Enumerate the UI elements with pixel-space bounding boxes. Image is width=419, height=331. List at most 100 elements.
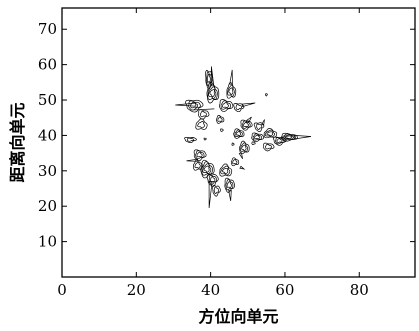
contour-line: [226, 181, 232, 188]
contour-lines: [175, 66, 312, 209]
contour-line: [213, 186, 219, 194]
contour-line: [293, 135, 312, 140]
contour-line: [266, 131, 273, 137]
contour-line: [241, 120, 251, 129]
contour-line: [196, 151, 203, 158]
y-tick-label: 60: [38, 56, 57, 74]
contour-line: [241, 102, 256, 108]
contour-line: [217, 116, 223, 122]
contour-line: [265, 93, 268, 97]
contour-line: [228, 87, 234, 96]
y-tick-label: 70: [38, 20, 57, 38]
contour-line: [220, 100, 231, 110]
y-tick-label: 20: [38, 197, 57, 215]
contour-line: [235, 131, 242, 136]
contour-line: [239, 165, 246, 170]
contour-line: [203, 137, 207, 141]
contour-line: [195, 118, 208, 130]
contour-line: [197, 121, 205, 129]
contour-line: [275, 137, 285, 145]
contour-line: [230, 157, 240, 167]
contour-line: [246, 116, 252, 123]
contour-line: [206, 71, 212, 87]
x-tick-label: 0: [57, 281, 67, 299]
contour-line: [220, 128, 224, 132]
contour-line: [207, 73, 211, 83]
contour-line: [241, 144, 247, 151]
contour-line: [206, 174, 219, 187]
contour-line: [253, 122, 265, 133]
contour-line: [229, 69, 233, 85]
contour-line: [220, 165, 231, 176]
contour-line: [208, 181, 213, 209]
contour-line: [190, 101, 198, 109]
contour-line: [207, 83, 218, 101]
contour-line: [234, 129, 243, 137]
contour-line: [252, 133, 262, 141]
y-tick-label: 10: [38, 233, 57, 251]
contour-line: [212, 185, 221, 197]
contour-line: [202, 163, 212, 174]
contour-line: [222, 167, 229, 174]
contour-line: [263, 142, 275, 152]
contour-line: [240, 142, 249, 152]
contour-line: [203, 165, 210, 173]
contour-line: [283, 134, 294, 140]
y-tick-label: 50: [38, 91, 57, 109]
contour-line: [193, 149, 207, 162]
contour-line: [240, 119, 253, 131]
contour-line: [276, 138, 283, 143]
axis-ticks: 0 20 40 60 80 10 20 30 40 50 60 70: [38, 8, 415, 299]
contour-line: [175, 102, 197, 107]
plot-frame: [61, 7, 416, 278]
contour-line: [222, 102, 229, 108]
contour-line: [216, 115, 225, 124]
contour-line: [233, 103, 245, 113]
contour-line: [210, 176, 216, 183]
contour-line: [224, 177, 235, 193]
contour-line: [193, 159, 203, 171]
contour-line: [186, 158, 199, 162]
contour-line: [256, 123, 263, 130]
y-axis-label: 距离向单元: [8, 102, 27, 182]
contour-line: [264, 129, 276, 138]
contour-line: [188, 100, 201, 111]
contour-line: [194, 161, 201, 169]
contour-line: [231, 142, 235, 146]
contour-line: [193, 108, 215, 111]
contour-line: [205, 69, 213, 90]
contour-line: [243, 122, 249, 128]
x-tick-label: 40: [201, 281, 220, 299]
contour-line: [227, 84, 235, 97]
contour-line: [184, 136, 197, 143]
contour-line: [200, 110, 207, 118]
contour-line: [208, 86, 217, 99]
contour-line: [251, 132, 264, 143]
x-axis-label: 方位向单元: [198, 307, 278, 326]
contour-line: [198, 109, 210, 120]
contour-line: [225, 179, 234, 191]
contour-line: [210, 66, 215, 87]
contour-line: [265, 144, 272, 150]
x-tick-label: 80: [350, 281, 369, 299]
y-tick-label: 30: [38, 162, 57, 180]
x-tick-label: 20: [127, 281, 146, 299]
contour-line: [219, 99, 234, 112]
contour-line: [209, 89, 215, 98]
contour-line: [251, 141, 256, 145]
contour-line: [195, 150, 205, 160]
contour-line: [208, 174, 217, 185]
contour-line: [186, 137, 195, 142]
contour-line: [261, 119, 265, 126]
contour-line: [254, 134, 261, 140]
contour-line: [219, 163, 233, 177]
y-tick-label: 40: [38, 126, 57, 144]
contour-line: [228, 189, 232, 201]
contour-line: [235, 104, 242, 111]
contour-line: [284, 135, 292, 139]
contour-line: [238, 152, 243, 159]
x-tick-label: 60: [275, 281, 294, 299]
contour-line: [232, 159, 238, 165]
